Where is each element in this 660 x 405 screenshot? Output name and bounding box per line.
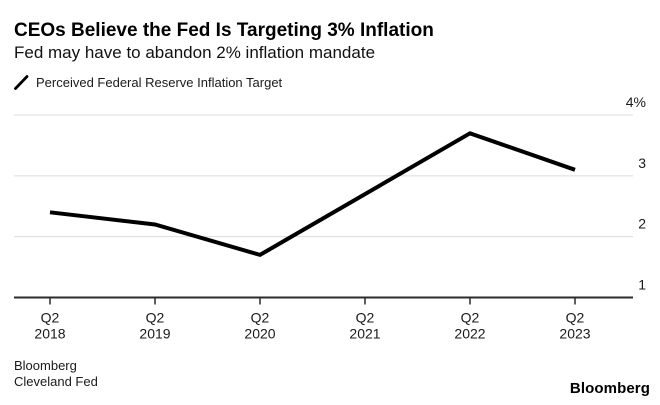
- x-tick-label: 2019: [139, 326, 170, 342]
- source-note: Bloomberg Cleveland Fed: [14, 358, 98, 390]
- x-tick-label: 2023: [559, 326, 590, 342]
- legend-label: Perceived Federal Reserve Inflation Targ…: [36, 74, 283, 90]
- x-tick-label: Q2: [461, 310, 480, 326]
- series-line: [49, 131, 576, 258]
- y-tick-label: 3: [638, 155, 646, 171]
- x-tick-label: Q2: [566, 310, 585, 326]
- bloomberg-logo: Bloomberg: [569, 380, 650, 397]
- x-tick-label: Q2: [41, 310, 60, 326]
- source-line: Cleveland Fed: [14, 374, 98, 389]
- chart-title: CEOs Believe the Fed Is Targeting 3% Inf…: [14, 20, 434, 41]
- legend: Perceived Federal Reserve Inflation Targ…: [14, 73, 282, 91]
- x-tick-label: 2018: [34, 326, 65, 342]
- line-series-marker-icon: [14, 74, 29, 90]
- chart-subtitle: Fed may have to abandon 2% inflation man…: [14, 43, 376, 62]
- y-tick-label: 2: [638, 216, 646, 232]
- x-tick-label: Q2: [251, 310, 270, 326]
- line-chart: 1234%Q22018Q22019Q22020Q22021Q22022Q2202…: [14, 94, 646, 342]
- y-tick-label: 4%: [626, 94, 646, 110]
- x-tick-label: Q2: [356, 310, 375, 326]
- y-tick-label: 1: [638, 277, 646, 293]
- x-tick-label: 2020: [244, 326, 275, 342]
- x-tick-label: 2022: [454, 326, 485, 342]
- source-line: Bloomberg: [14, 358, 77, 373]
- x-tick-label: 2021: [349, 326, 380, 342]
- x-tick-label: Q2: [146, 310, 165, 326]
